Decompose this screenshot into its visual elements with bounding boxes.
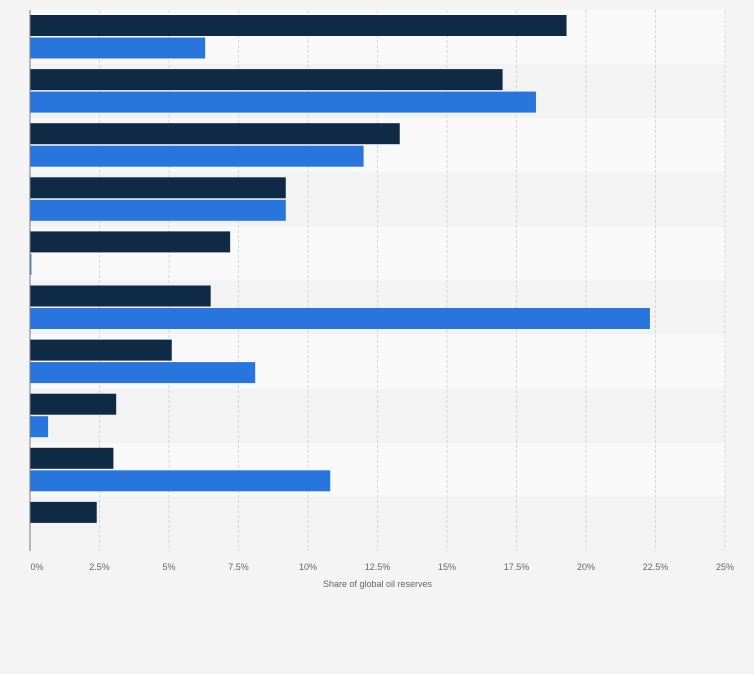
x-tick-label: 5% [162,562,175,572]
bar-series-1 [30,501,97,523]
bar-series-1 [30,393,117,415]
bar-series-1 [30,177,286,199]
x-tick-label: 12.5% [365,562,391,572]
bars [30,15,650,523]
bar-series-1 [30,123,400,145]
bar-series-2 [30,199,286,221]
x-tick-label: 0% [30,562,43,572]
x-tick-label: 7.5% [228,562,249,572]
bar-series-2 [30,91,536,113]
x-tick-label: 20% [577,562,595,572]
bar-series-1 [30,69,503,91]
x-tick-label: 25% [716,562,734,572]
bar-series-1 [30,447,114,469]
x-tick-label: 17.5% [504,562,530,572]
bar-series-2 [30,470,331,492]
bar-series-2 [30,362,256,384]
bar-series-2 [30,145,364,167]
x-tick-labels: 0% 2.5% 5% 7.5% 10% 12.5% 15% 17.5% 20% 22.5% 25% [30,562,734,572]
x-axis-label: Share of global oil reserves [323,579,433,589]
bar-series-1 [30,339,172,361]
x-tick-label: 15% [438,562,456,572]
bar-series-1 [30,231,231,253]
x-tick-label: 22.5% [643,562,669,572]
x-tick-label: 10% [299,562,317,572]
bar-series-2 [30,37,206,59]
bar-series-1 [30,15,567,36]
bar-series-2 [30,416,49,438]
bar-series-2 [30,253,32,275]
x-tick-label: 2.5% [89,562,110,572]
bar-series-2 [30,308,650,329]
bar-series-1 [30,285,211,307]
